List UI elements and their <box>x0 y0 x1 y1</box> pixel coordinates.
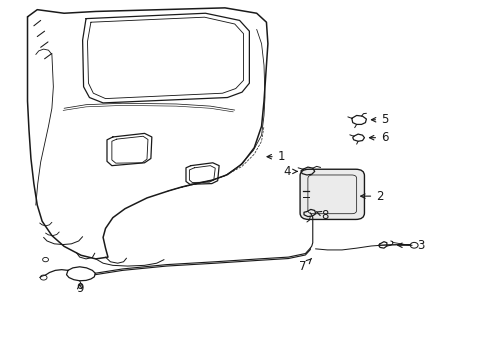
Text: 4: 4 <box>283 165 297 178</box>
FancyBboxPatch shape <box>300 169 364 220</box>
Text: 3: 3 <box>397 239 424 252</box>
Text: 7: 7 <box>299 258 311 273</box>
Text: 1: 1 <box>266 150 285 163</box>
Text: 6: 6 <box>369 131 388 144</box>
Text: 8: 8 <box>315 209 328 222</box>
Text: 2: 2 <box>360 190 383 203</box>
Text: 5: 5 <box>371 113 387 126</box>
Text: 9: 9 <box>76 282 83 295</box>
